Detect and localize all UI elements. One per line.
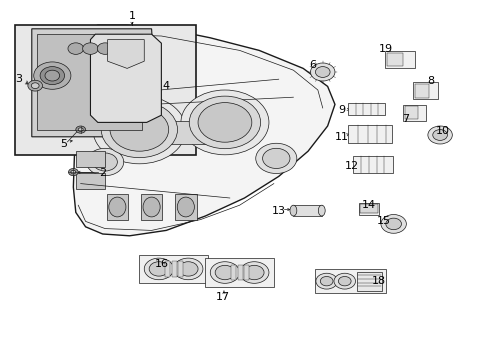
Circle shape — [315, 273, 337, 289]
Text: 5: 5 — [60, 139, 67, 149]
Text: 13: 13 — [271, 206, 285, 216]
Circle shape — [198, 103, 251, 142]
Ellipse shape — [177, 197, 194, 217]
Circle shape — [239, 262, 268, 283]
Circle shape — [101, 102, 177, 158]
Bar — [403, 105, 425, 121]
Circle shape — [97, 43, 113, 54]
Bar — [347, 125, 391, 143]
Circle shape — [215, 265, 234, 280]
Bar — [315, 269, 386, 293]
Bar — [358, 202, 379, 215]
Circle shape — [310, 63, 334, 81]
Bar — [141, 194, 162, 220]
Bar — [164, 261, 169, 277]
Bar — [171, 261, 176, 277]
Circle shape — [178, 262, 198, 276]
Circle shape — [31, 83, 39, 89]
Bar — [386, 53, 403, 66]
Ellipse shape — [318, 205, 325, 216]
Text: 18: 18 — [371, 276, 385, 286]
Text: 7: 7 — [402, 114, 408, 124]
Circle shape — [82, 43, 98, 54]
Text: 4: 4 — [163, 81, 169, 91]
Bar — [37, 34, 142, 130]
Text: 12: 12 — [345, 161, 358, 171]
Text: 11: 11 — [335, 132, 348, 142]
Bar — [405, 106, 417, 119]
Circle shape — [86, 148, 123, 176]
Circle shape — [28, 80, 42, 91]
Circle shape — [181, 90, 268, 155]
Bar — [412, 82, 437, 99]
Circle shape — [110, 108, 168, 151]
Bar — [237, 265, 242, 280]
Bar — [168, 121, 222, 144]
Bar — [175, 194, 196, 220]
Circle shape — [385, 218, 401, 230]
Circle shape — [93, 95, 185, 164]
Circle shape — [78, 128, 83, 131]
Polygon shape — [90, 34, 161, 122]
Text: 16: 16 — [154, 258, 168, 269]
Circle shape — [427, 126, 451, 144]
Circle shape — [76, 126, 85, 133]
Circle shape — [338, 276, 350, 286]
Circle shape — [189, 96, 260, 149]
Bar — [352, 156, 392, 173]
Ellipse shape — [289, 205, 296, 216]
Circle shape — [34, 62, 71, 89]
Bar — [359, 204, 378, 213]
Bar — [178, 261, 183, 277]
Bar — [106, 194, 128, 220]
Circle shape — [333, 273, 355, 289]
Text: 10: 10 — [435, 126, 448, 136]
Circle shape — [262, 148, 289, 168]
Polygon shape — [107, 40, 144, 68]
Text: 2: 2 — [99, 168, 106, 178]
Text: 3: 3 — [15, 74, 22, 84]
Circle shape — [244, 265, 264, 280]
Circle shape — [149, 262, 168, 276]
Bar — [244, 265, 249, 280]
Text: 9: 9 — [338, 105, 345, 115]
Circle shape — [255, 143, 296, 174]
Bar — [356, 272, 382, 291]
Text: 17: 17 — [216, 292, 229, 302]
Bar — [414, 84, 428, 98]
Circle shape — [380, 215, 406, 233]
Circle shape — [71, 170, 76, 174]
Circle shape — [68, 168, 78, 176]
Text: 19: 19 — [379, 44, 392, 54]
Circle shape — [144, 258, 173, 280]
Ellipse shape — [142, 197, 160, 217]
Circle shape — [315, 67, 329, 77]
Circle shape — [320, 276, 332, 286]
Polygon shape — [73, 25, 334, 236]
Circle shape — [173, 258, 203, 280]
Bar — [15, 25, 195, 155]
Bar — [230, 265, 235, 280]
Text: 1: 1 — [128, 11, 135, 21]
Text: 6: 6 — [309, 60, 316, 70]
Circle shape — [210, 262, 239, 283]
Bar — [205, 258, 273, 287]
Ellipse shape — [108, 197, 126, 217]
Bar — [76, 151, 105, 167]
Bar — [385, 51, 414, 68]
Bar — [139, 255, 207, 283]
Text: 8: 8 — [426, 76, 433, 86]
Bar — [293, 205, 321, 216]
Circle shape — [93, 153, 117, 171]
Polygon shape — [32, 29, 166, 137]
Text: 15: 15 — [376, 216, 390, 226]
Circle shape — [45, 70, 60, 81]
Bar — [347, 103, 384, 115]
Bar — [76, 173, 105, 189]
Circle shape — [68, 43, 83, 54]
Circle shape — [432, 130, 447, 140]
Circle shape — [40, 67, 64, 85]
Text: 14: 14 — [362, 200, 375, 210]
